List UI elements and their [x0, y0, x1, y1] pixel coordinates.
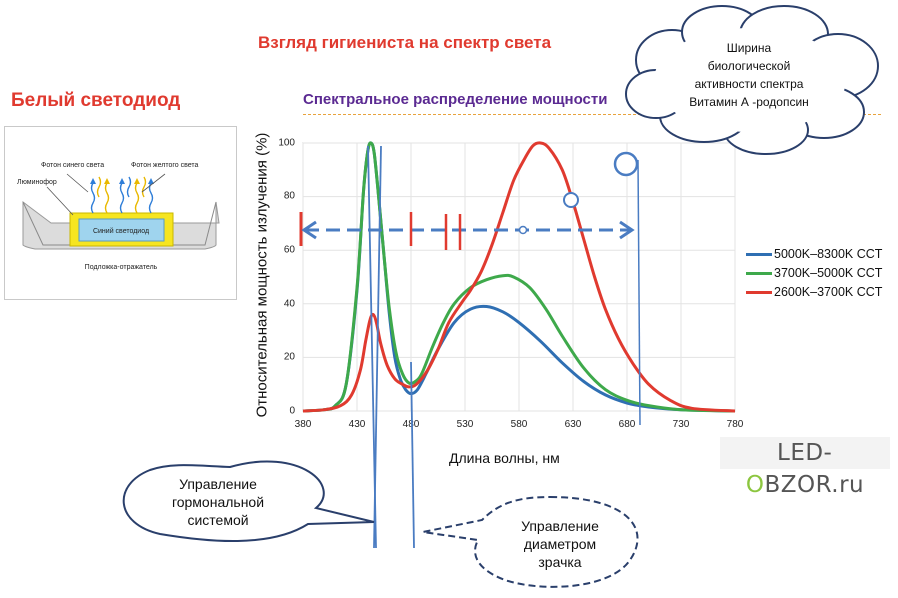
callout-text-line: гормональной: [172, 494, 264, 510]
blue-led-chip: [78, 218, 165, 242]
x-tick-label: 430: [348, 419, 366, 430]
cloud-text-line: Витамин А -родопсин: [689, 95, 809, 109]
arrow-head-left: [301, 220, 317, 240]
chart-grid: [302, 142, 736, 412]
x-axis-label: Длина волны, нм: [449, 450, 560, 466]
white-led-diagram: Фотон синего света Фотон желтого света Л…: [4, 126, 237, 300]
label-blue-led: Синий светодиод: [93, 227, 149, 235]
blue-photon-ray: [90, 182, 96, 214]
y-tick-label: 0: [289, 405, 295, 417]
x-tick-label: 680: [618, 419, 636, 430]
pointer-line: [141, 173, 166, 193]
site-logo[interactable]: LED-OBZOR.ru: [720, 437, 890, 498]
legend-swatch: [746, 272, 772, 276]
callout-text-line: диаметром: [524, 536, 596, 552]
x-tick-label: 730: [672, 419, 690, 430]
pointer-line: [66, 173, 89, 193]
label-blue-photon: Фотон синего света: [41, 162, 104, 169]
marker-circle-medium: [563, 192, 579, 208]
legend-label: 5000K–8300K CCT: [774, 247, 883, 261]
y-tick-label: 60: [283, 244, 295, 256]
upper-bound-line: [637, 159, 641, 426]
legend-swatch: [746, 291, 772, 295]
legend-swatch: [746, 253, 772, 257]
label-yellow-photon: Фотон желтого света: [131, 162, 199, 169]
x-tick-label: 580: [510, 419, 528, 430]
x-tick-label: 480: [402, 419, 420, 430]
y-tick-label: 100: [278, 137, 295, 149]
label-substrate: Подложка-отражатель: [85, 264, 158, 271]
callout-text-line: зрачка: [538, 554, 581, 570]
yellow-photon-ray: [134, 182, 140, 214]
x-tick-label: 530: [456, 419, 474, 430]
chart-title: Спектральное распределение мощности: [303, 91, 608, 108]
y-tick-label: 20: [283, 351, 295, 363]
pupil-pointer-line: [410, 361, 415, 549]
marker-circle-large: [613, 151, 639, 177]
callout-text-line: Управление: [521, 518, 599, 534]
callout-pupil: Управление диаметром зрачка: [422, 495, 639, 588]
label-phosphor: Люминофор: [17, 179, 57, 186]
callout-hormonal: Управление гормональной системой: [122, 460, 375, 543]
callout-text-line: Управление: [179, 476, 257, 492]
ray-arrowheads: [90, 178, 154, 184]
cloud-text-line: биологической: [708, 59, 791, 73]
yellow-photon-ray: [96, 176, 102, 198]
legend-label: 3700K–5000K CCT: [774, 266, 883, 280]
cloud-text-line: Ширина: [727, 41, 772, 55]
marker-circle-small: [518, 225, 528, 235]
yellow-photon-ray: [104, 182, 110, 214]
cloud-text-line: активности спектра: [695, 77, 804, 91]
ray-arrowheads-yellow: [104, 178, 140, 184]
legend-item: 2600K–3700K CCT: [746, 285, 882, 299]
page-title: Взгляд гигиениста на спектр света: [258, 33, 552, 52]
hormonal-pointer-line: [373, 145, 382, 549]
white-led-title: Белый светодиод: [11, 90, 181, 111]
x-tick-label: 630: [564, 419, 582, 430]
annotations: [299, 145, 641, 549]
pointer-line: [46, 186, 74, 216]
yellow-photon-ray: [141, 176, 147, 198]
series-line-2: [302, 141, 736, 413]
x-tick-label: 380: [294, 419, 312, 430]
photon-rays: [90, 176, 154, 214]
blue-photon-ray: [119, 182, 125, 214]
blue-photon-ray: [148, 182, 154, 214]
arrow-head-right: [619, 220, 635, 240]
white-led-illustration: Фотон синего света Фотон желтого света Л…: [17, 162, 220, 271]
title-divider: [303, 114, 881, 115]
legend-label: 2600K–3700K CCT: [774, 285, 883, 299]
callout-text-line: системой: [187, 512, 248, 528]
activity-cloud: Ширина биологической активности спектра …: [625, 5, 879, 155]
y-tick-label: 40: [283, 298, 295, 310]
legend-item: 5000K–8300K CCT: [746, 247, 882, 261]
x-tick-label: 780: [726, 419, 744, 430]
legend-item: 3700K–5000K CCT: [746, 266, 882, 280]
blue-photon-ray: [126, 176, 132, 198]
y-tick-label: 80: [283, 190, 295, 202]
